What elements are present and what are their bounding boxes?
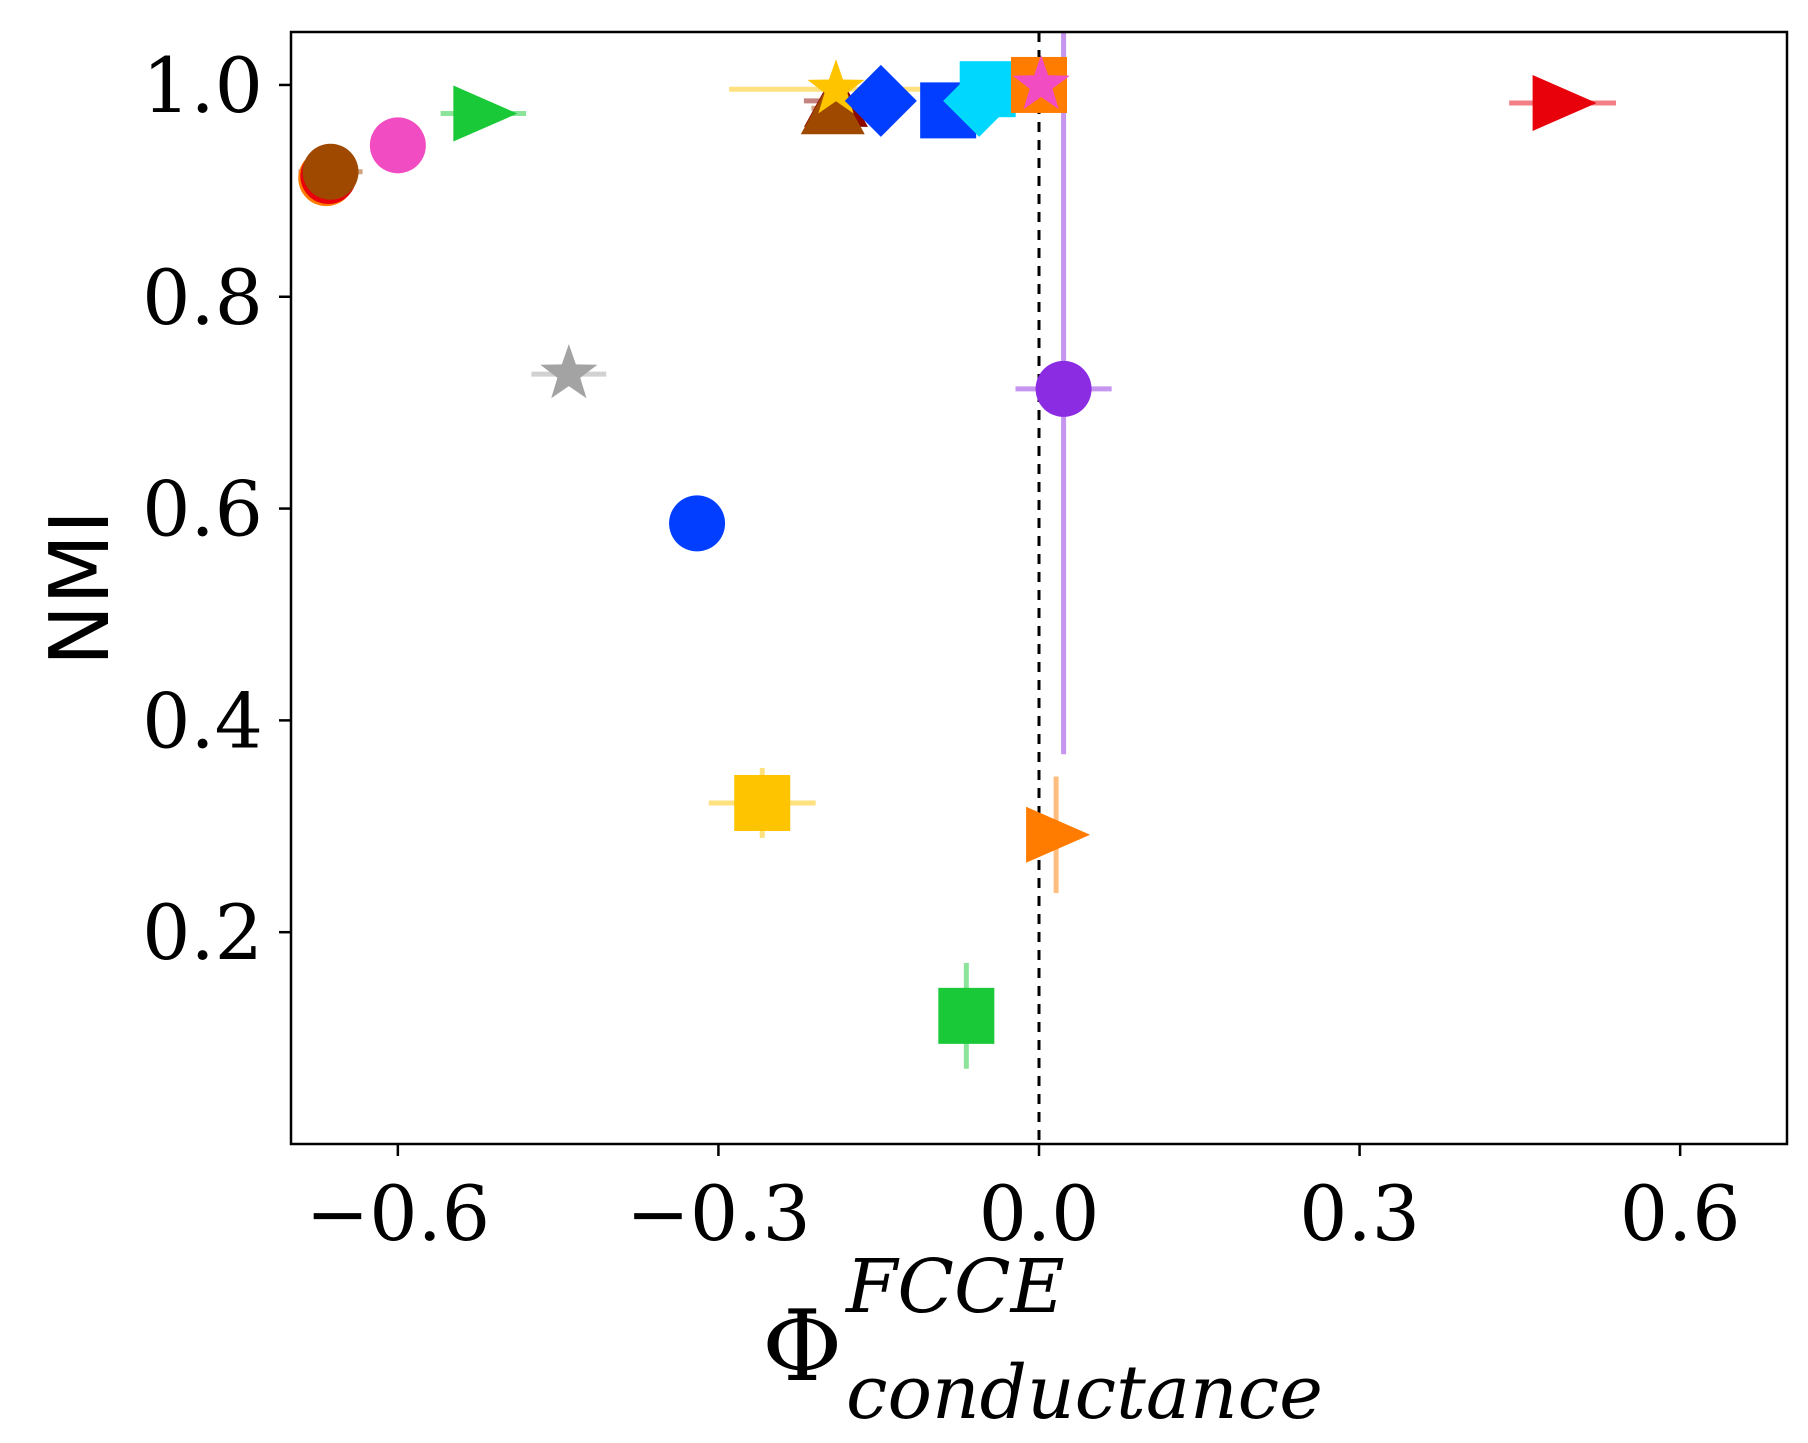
x-axis-label-subscript: conductance [846, 1350, 1323, 1436]
plot-markers [298, 32, 1617, 1144]
y-axis-label: NMI [33, 510, 128, 666]
plot-area [298, 32, 1617, 1144]
orange-triangle-right-marker [1026, 806, 1091, 863]
x-tick-label: 0.0 [979, 1169, 1100, 1258]
y-tick-label: 0.4 [142, 676, 263, 765]
x-tick-label: 0.6 [1620, 1169, 1741, 1258]
y-tick-label: 0.8 [142, 253, 263, 342]
y-tick-label: 1.0 [142, 41, 263, 130]
blue-circle-marker [669, 495, 726, 552]
y-tick-label: 0.2 [142, 888, 263, 977]
x-tick-label: −0.6 [306, 1169, 491, 1258]
red-triangle-right-marker [1532, 74, 1597, 131]
x-tick-label: 0.3 [1299, 1169, 1420, 1258]
pink-star-marker [1012, 55, 1070, 110]
axis-ticks: −0.6 −0.3 0.0 0.3 0.6 0.2 0.4 0.6 0.8 1.0 [142, 41, 1740, 1258]
x-tick-label: −0.3 [626, 1169, 811, 1258]
gray-star-marker [540, 344, 598, 399]
blue-diamond-marker [844, 64, 917, 137]
brown-triangle-up-marker [800, 76, 865, 135]
green-triangle-right-marker [453, 85, 518, 142]
purple-circle-marker [1035, 360, 1092, 417]
x-axis-label-superscript: FCCE [844, 1244, 1065, 1330]
green-square-marker [938, 987, 995, 1044]
cyan-diamond-marker [943, 64, 1016, 137]
magenta-circle-marker [369, 117, 426, 174]
x-axis-label: Φ FCCE conductance [762, 1244, 1323, 1436]
y-tick-label: 0.6 [142, 465, 263, 554]
brown-circle-marker [302, 143, 359, 200]
yellow-square-marker [734, 774, 791, 831]
gold-star-marker [807, 59, 865, 114]
x-axis-label-base: Φ [762, 1290, 842, 1404]
